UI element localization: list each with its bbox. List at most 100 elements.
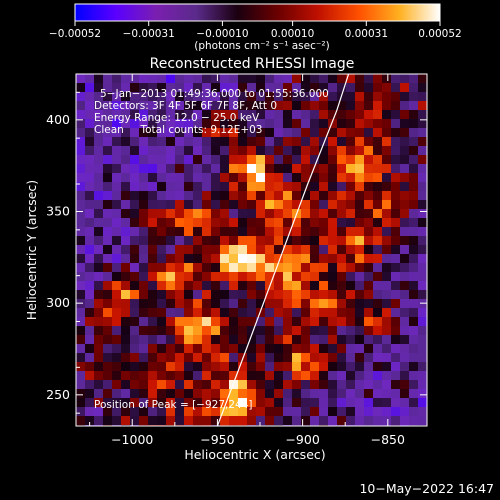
heatmap-cell bbox=[121, 128, 130, 137]
heatmap-cell bbox=[130, 236, 139, 245]
heatmap-cell bbox=[328, 254, 337, 263]
heatmap-cell bbox=[130, 191, 139, 200]
heatmap-cell bbox=[130, 83, 139, 92]
heatmap-cell bbox=[184, 200, 193, 209]
heatmap-cell bbox=[310, 173, 319, 182]
heatmap-cell bbox=[184, 164, 193, 173]
heatmap-cell bbox=[301, 362, 310, 371]
heatmap-cell bbox=[409, 272, 418, 281]
heatmap-cell bbox=[229, 299, 238, 308]
heatmap-cell bbox=[148, 290, 157, 299]
heatmap-cell bbox=[175, 101, 184, 110]
heatmap-cell bbox=[355, 281, 364, 290]
heatmap-cell bbox=[220, 245, 229, 254]
heatmap-cell bbox=[148, 344, 157, 353]
colorbar-ticks: −0.00052 −0.00031 −0.00010 0.00010 0.00031 0.… bbox=[49, 21, 462, 40]
heatmap-cell bbox=[148, 209, 157, 218]
heatmap-cell bbox=[139, 407, 148, 416]
heatmap-cell bbox=[337, 74, 346, 83]
heatmap-cell bbox=[184, 290, 193, 299]
heatmap-cell bbox=[256, 155, 265, 164]
heatmap-cell bbox=[157, 164, 166, 173]
heatmap-cell bbox=[328, 119, 337, 128]
heatmap-cell bbox=[139, 308, 148, 317]
heatmap-cell bbox=[229, 191, 238, 200]
heatmap-cell bbox=[310, 308, 319, 317]
heatmap-cell bbox=[184, 326, 193, 335]
heatmap-cell bbox=[265, 155, 274, 164]
heatmap-cell bbox=[400, 146, 409, 155]
heatmap-cell bbox=[94, 272, 103, 281]
heatmap-cell bbox=[139, 110, 148, 119]
heatmap-cell bbox=[391, 200, 400, 209]
heatmap-cell bbox=[157, 155, 166, 164]
heatmap-cell bbox=[184, 362, 193, 371]
heatmap-cell bbox=[418, 146, 427, 155]
heatmap-cell bbox=[85, 209, 94, 218]
heatmap-cell bbox=[175, 407, 184, 416]
heatmap-cell bbox=[193, 173, 202, 182]
heatmap-cell bbox=[283, 353, 292, 362]
heatmap-cell bbox=[76, 380, 85, 389]
heatmap-cell bbox=[121, 110, 130, 119]
annotation-clean-counts: Clean Total counts: 9.12E+03 bbox=[94, 124, 263, 136]
heatmap-cell bbox=[265, 227, 274, 236]
heatmap-cell bbox=[391, 416, 400, 425]
heatmap-cell bbox=[346, 164, 355, 173]
heatmap-cell bbox=[310, 326, 319, 335]
heatmap-cell bbox=[310, 416, 319, 425]
heatmap-cell bbox=[112, 191, 121, 200]
heatmap-cell bbox=[112, 83, 121, 92]
heatmap-cell bbox=[283, 218, 292, 227]
heatmap-cell bbox=[229, 155, 238, 164]
heatmap-cell bbox=[337, 236, 346, 245]
heatmap-cell bbox=[211, 218, 220, 227]
heatmap-cell bbox=[112, 407, 121, 416]
heatmap-cell bbox=[193, 74, 202, 83]
heatmap-cell bbox=[175, 227, 184, 236]
heatmap-cell bbox=[400, 200, 409, 209]
heatmap-cell bbox=[409, 299, 418, 308]
heatmap-cell bbox=[337, 173, 346, 182]
heatmap-cell bbox=[364, 416, 373, 425]
heatmap-cell bbox=[85, 299, 94, 308]
heatmap-cell bbox=[139, 317, 148, 326]
heatmap-cell bbox=[409, 371, 418, 380]
heatmap-cell bbox=[328, 83, 337, 92]
heatmap-cell bbox=[346, 137, 355, 146]
heatmap-cell bbox=[166, 308, 175, 317]
heatmap-cell bbox=[121, 182, 130, 191]
heatmap-cell bbox=[130, 92, 139, 101]
heatmap-cell bbox=[85, 398, 94, 407]
heatmap-cell bbox=[292, 227, 301, 236]
heatmap-cell bbox=[283, 92, 292, 101]
heatmap-cell bbox=[175, 191, 184, 200]
heatmap-cell bbox=[148, 272, 157, 281]
heatmap-cell bbox=[373, 191, 382, 200]
heatmap-cell bbox=[409, 128, 418, 137]
heatmap-cell bbox=[310, 380, 319, 389]
heatmap-cell bbox=[265, 128, 274, 137]
heatmap-cell bbox=[130, 362, 139, 371]
colorbar-tick-label: 0.00052 bbox=[418, 28, 461, 40]
annotation-detectors: Detectors: 3F 4F 5F 6F 7F 8F, Att 0 bbox=[94, 100, 277, 112]
heatmap-cell bbox=[184, 317, 193, 326]
heatmap-cell bbox=[211, 326, 220, 335]
heatmap-cell bbox=[391, 299, 400, 308]
heatmap-cell bbox=[121, 227, 130, 236]
heatmap-cell bbox=[337, 362, 346, 371]
heatmap-cell bbox=[238, 119, 247, 128]
heatmap-cell bbox=[328, 335, 337, 344]
heatmap-cell bbox=[130, 128, 139, 137]
heatmap-cell bbox=[175, 146, 184, 155]
heatmap-cell bbox=[220, 92, 229, 101]
heatmap-cell bbox=[409, 137, 418, 146]
heatmap-cell bbox=[175, 155, 184, 164]
heatmap-cell bbox=[391, 281, 400, 290]
heatmap-cell bbox=[175, 74, 184, 83]
heatmap-cell bbox=[175, 290, 184, 299]
heatmap-cell bbox=[355, 317, 364, 326]
heatmap-cell bbox=[220, 101, 229, 110]
heatmap-cell bbox=[247, 155, 256, 164]
heatmap-cell bbox=[85, 236, 94, 245]
